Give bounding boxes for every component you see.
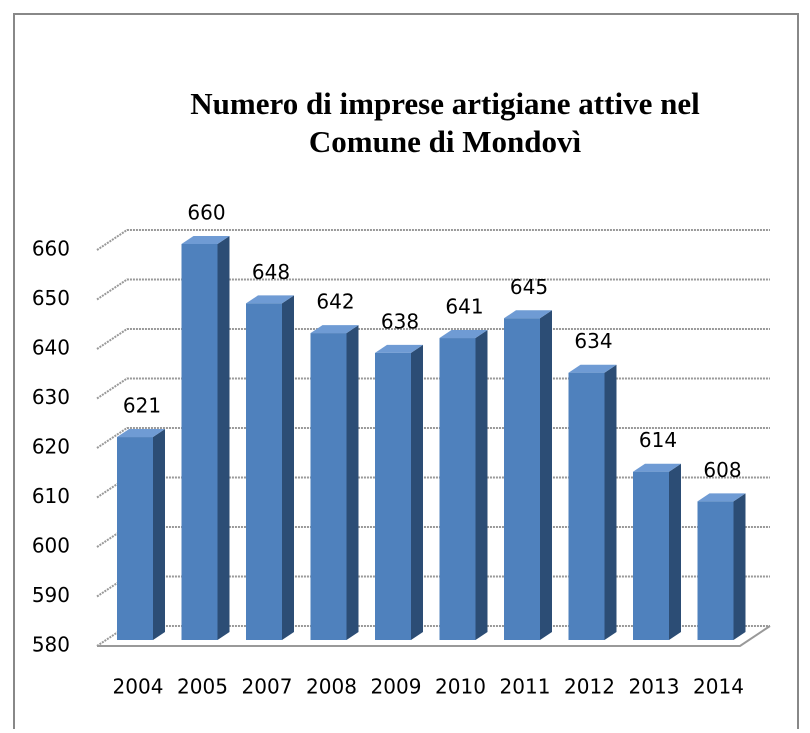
- bar-top: [633, 463, 681, 472]
- bar: [504, 318, 540, 640]
- grid-line: [96, 278, 770, 301]
- y-tick-label: 610: [32, 484, 70, 508]
- bar: [310, 333, 347, 640]
- value-label: 638: [381, 309, 419, 333]
- bar: [375, 352, 411, 640]
- x-tick-label: 2009: [371, 675, 422, 699]
- y-tick-label: 620: [32, 435, 70, 459]
- y-tick-label: 630: [32, 385, 70, 409]
- bar-top: [117, 429, 165, 438]
- x-tick-label: 2005: [177, 675, 228, 699]
- bar-side: [540, 310, 552, 640]
- x-tick-label: 2014: [693, 675, 744, 699]
- bar-side: [733, 493, 746, 640]
- bar: [568, 372, 605, 640]
- bar: [633, 471, 669, 640]
- grid-line: [96, 229, 770, 251]
- floor: [97, 625, 771, 647]
- y-tick-label: 640: [32, 336, 70, 360]
- x-tick-label: 2008: [306, 675, 357, 699]
- value-label: 634: [574, 329, 612, 353]
- bar: [181, 244, 218, 640]
- x-tick-label: 2011: [500, 675, 551, 699]
- x-tick-label: 2012: [564, 675, 615, 699]
- chart-title: Comune di Mondovì: [309, 124, 582, 159]
- x-tick-label: 2010: [435, 675, 486, 699]
- value-label: 608: [703, 458, 741, 482]
- bar: [439, 338, 476, 640]
- bar-side: [604, 364, 617, 640]
- value-label: 621: [123, 394, 161, 418]
- bar-top: [310, 325, 359, 334]
- frame: [13, 13, 799, 729]
- bar: [117, 437, 153, 640]
- bar-top: [375, 344, 423, 353]
- bar-side: [411, 344, 423, 640]
- bar-side: [217, 236, 230, 640]
- value-label: 660: [187, 201, 225, 225]
- value-label: 648: [252, 260, 290, 284]
- grid-line: [96, 328, 770, 350]
- bar-side: [153, 429, 165, 640]
- bar-top: [246, 295, 294, 304]
- y-tick-label: 580: [32, 633, 70, 657]
- bar: [246, 303, 282, 640]
- bar-top: [568, 364, 617, 373]
- value-label: 645: [510, 275, 548, 299]
- y-tick-label: 650: [32, 286, 70, 310]
- x-tick-label: 2013: [629, 675, 680, 699]
- bar-side: [475, 330, 488, 640]
- bar-top: [697, 493, 746, 502]
- y-tick-label: 590: [32, 583, 70, 607]
- value-label: 642: [316, 290, 354, 314]
- bar: [697, 501, 734, 640]
- x-tick-label: 2004: [113, 675, 164, 699]
- value-label: 614: [639, 428, 677, 452]
- bar-top: [504, 310, 552, 319]
- y-tick-label: 600: [32, 534, 70, 558]
- grid-line: [96, 377, 770, 400]
- x-tick-label: 2007: [242, 675, 293, 699]
- chart-title: Numero di imprese artigiane attive nel: [190, 86, 700, 121]
- bar-top: [439, 330, 488, 339]
- bar-top: [181, 236, 230, 244]
- grid-line: [96, 427, 770, 449]
- bar-side: [282, 295, 294, 640]
- value-label: 641: [445, 295, 483, 319]
- y-tick-label: 660: [32, 237, 70, 261]
- bar-side: [346, 325, 359, 640]
- bar-side: [669, 463, 681, 640]
